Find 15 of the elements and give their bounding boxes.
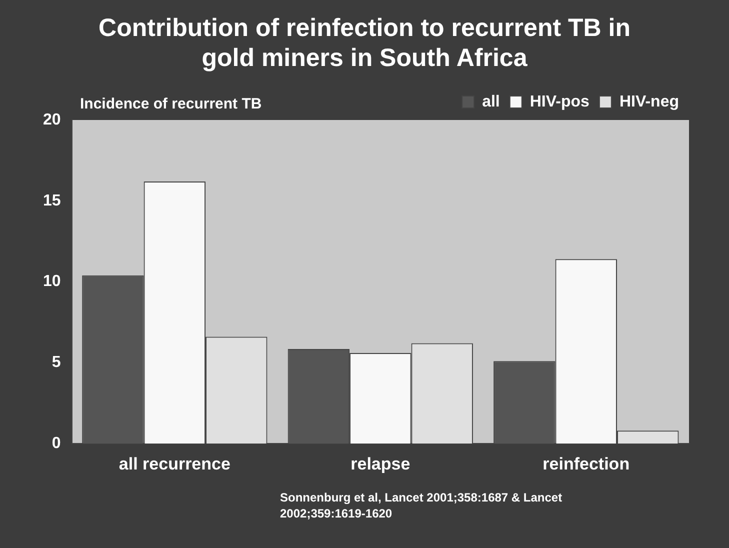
y-tick-label: 15: [43, 192, 61, 210]
y-axis-title: Incidence of recurrent TB: [80, 96, 262, 113]
y-tick-label: 5: [52, 354, 61, 372]
x-tick-label: reinfection: [542, 454, 630, 474]
text: Contribution of reinfection to recurrent TB in: [98, 14, 630, 42]
x-tick-label: all recurrence: [118, 454, 230, 474]
x-tick-label: relapse: [350, 454, 410, 474]
text: Sonnenburg et al, Lancet 2001;358:1687 & Lancet 2002;359:1619-1620: [280, 490, 562, 520]
y-tick-label: 0: [52, 435, 61, 452]
text: gold miners in South Africa: [202, 44, 528, 72]
legend-label: all: [482, 93, 500, 110]
legend-label: HIV-neg: [619, 93, 679, 110]
y-tick-label: 20: [43, 111, 61, 128]
legend-label: HIV-pos: [530, 93, 590, 110]
y-tick-label: 10: [43, 273, 61, 290]
